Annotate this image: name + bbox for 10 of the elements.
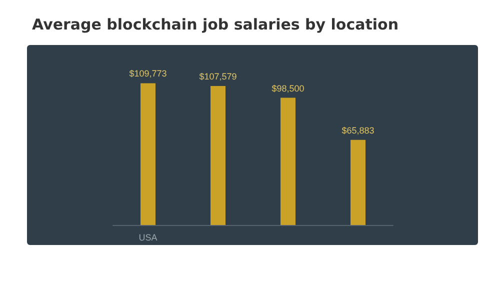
bar bbox=[350, 140, 366, 225]
x-tick-label: USA bbox=[138, 232, 158, 242]
bar bbox=[140, 83, 156, 225]
data-label: $98,500 bbox=[272, 83, 304, 94]
data-label: $65,883 bbox=[342, 125, 374, 136]
bar bbox=[210, 86, 226, 225]
bar bbox=[280, 98, 296, 225]
data-label: $107,579 bbox=[199, 72, 237, 82]
chart-title: Average blockchain job salaries by location bbox=[32, 16, 399, 34]
data-label: $109,773 bbox=[129, 68, 167, 79]
